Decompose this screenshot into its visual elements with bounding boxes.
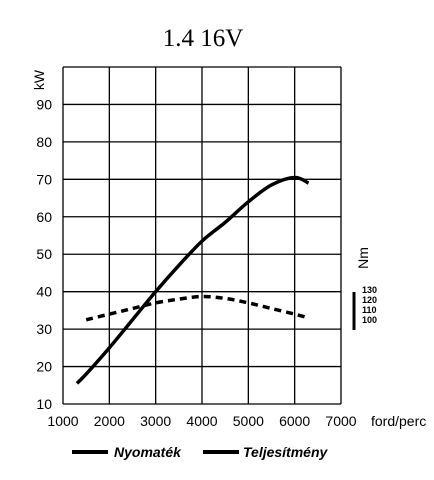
x-tick-3000: 3000 bbox=[140, 413, 171, 429]
y-tick-20: 20 bbox=[36, 359, 52, 375]
y-axis-unit-kw: kW bbox=[31, 69, 47, 90]
y-tick-10: 10 bbox=[36, 396, 52, 412]
y-tick-50: 50 bbox=[36, 246, 52, 262]
y-axis-unit-nm: Nm bbox=[355, 247, 371, 269]
x-axis-unit: ford/perc bbox=[371, 413, 426, 429]
y-tick-70: 70 bbox=[36, 171, 52, 187]
x-tick-labels: 1000 2000 3000 4000 5000 6000 7000 bbox=[47, 413, 356, 429]
x-tick-4000: 4000 bbox=[186, 413, 217, 429]
legend-label-teljesitmeny: Teljesítmény bbox=[243, 444, 329, 460]
nm-tick-100: 100 bbox=[362, 315, 377, 325]
y-tick-90: 90 bbox=[36, 96, 52, 112]
nm-tick-130: 130 bbox=[362, 285, 377, 295]
series-line-1 bbox=[75, 175, 310, 385]
nm-tick-110: 110 bbox=[362, 305, 377, 315]
x-tick-6000: 6000 bbox=[279, 413, 310, 429]
grid bbox=[62, 66, 342, 405]
chart-title: 1.4 16V bbox=[163, 25, 244, 52]
x-tick-1000: 1000 bbox=[47, 413, 78, 429]
legend: Nyomaték Teljesítmény bbox=[72, 444, 329, 460]
x-tick-5000: 5000 bbox=[233, 413, 264, 429]
series-line-0 bbox=[85, 294, 310, 322]
y-tick-60: 60 bbox=[36, 209, 52, 225]
x-tick-2000: 2000 bbox=[94, 413, 125, 429]
y-tick-40: 40 bbox=[36, 284, 52, 300]
y-tick-80: 80 bbox=[36, 134, 52, 150]
legend-label-nyomatek: Nyomaték bbox=[114, 444, 182, 460]
series-group bbox=[75, 175, 310, 385]
y-tick-30: 30 bbox=[36, 321, 52, 337]
nm-tick-120: 120 bbox=[362, 295, 377, 305]
y-tick-labels: 10 20 30 40 50 60 70 80 90 bbox=[36, 96, 52, 412]
x-tick-7000: 7000 bbox=[325, 413, 356, 429]
